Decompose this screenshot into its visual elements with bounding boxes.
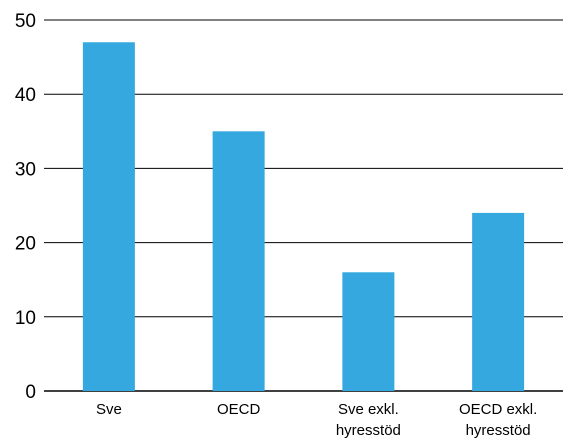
bar	[212, 131, 265, 392]
x-category-label-line: OECD	[217, 401, 261, 418]
y-tick-label: 20	[15, 234, 36, 255]
x-category-label: Sve exkl. hyresstöd	[336, 401, 401, 439]
bar	[82, 42, 135, 391]
bar	[472, 212, 525, 391]
x-category-label-line: OECD exkl.	[459, 401, 537, 418]
x-category-label-line: hyresstöd	[336, 422, 401, 439]
x-category-label: Sve	[96, 401, 122, 418]
y-tick-label: 30	[15, 159, 36, 180]
y-axis-tick-labels: 0 10 20 30 40 50	[15, 11, 36, 403]
x-category-label-line: Sve	[96, 401, 122, 418]
bar	[342, 272, 395, 391]
y-tick-label: 50	[15, 11, 36, 32]
x-category-label: OECD exkl. hyresstöd	[459, 401, 537, 439]
x-category-label-line: hyresstöd	[466, 422, 531, 439]
x-axis-category-labels: Sve OECD Sve exkl. hyresstöd OECD exkl. hyres…	[96, 401, 537, 439]
y-tick-label: 0	[25, 382, 36, 403]
x-category-label: OECD	[217, 401, 261, 418]
bars	[82, 42, 525, 392]
x-category-label-line: Sve exkl.	[338, 401, 399, 418]
y-tick-label: 40	[15, 85, 36, 106]
y-tick-label: 10	[15, 308, 36, 329]
